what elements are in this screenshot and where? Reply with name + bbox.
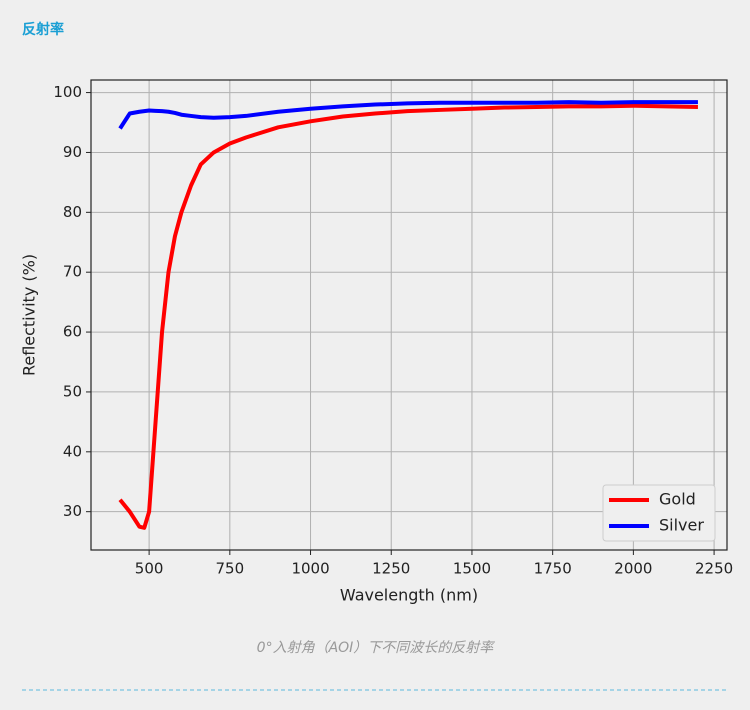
chart: 500 750 1000 1250 1500 1750 2000 2250 30 40 50 60 70… [20, 79, 733, 605]
x-tick-label: 1500 [453, 560, 491, 578]
series-line [118, 103, 698, 530]
legend-label: Gold [659, 490, 696, 509]
y-tick-label: 40 [63, 442, 82, 460]
y-tick-label: 80 [63, 203, 82, 221]
x-tick-label: 1250 [372, 560, 410, 578]
y-tick-label: 30 [63, 502, 82, 520]
x-tick-label: 2250 [695, 560, 733, 578]
y-tick-label: 60 [63, 323, 82, 341]
x-tick-label: 2000 [614, 560, 652, 578]
y-tick-label: 70 [63, 263, 82, 281]
legend-label: Silver [659, 516, 704, 535]
page-title: 反射率 [22, 21, 64, 38]
x-tick-label: 750 [216, 560, 245, 578]
y-axis-label: Reflectivity (%) [20, 254, 39, 376]
plot-frame [90, 79, 728, 551]
x-tick-label: 1000 [291, 560, 329, 578]
series-line [118, 100, 698, 130]
x-axis-label: Wavelength (nm) [340, 586, 478, 605]
x-tick-label: 500 [135, 560, 164, 578]
y-tick-label: 50 [63, 382, 82, 400]
y-tick-label: 90 [63, 143, 82, 161]
y-tick-label: 100 [53, 83, 82, 101]
caption: 0°入射角（AOI）下不同波长的反射率 [257, 640, 496, 656]
x-tick-label: 1750 [534, 560, 572, 578]
